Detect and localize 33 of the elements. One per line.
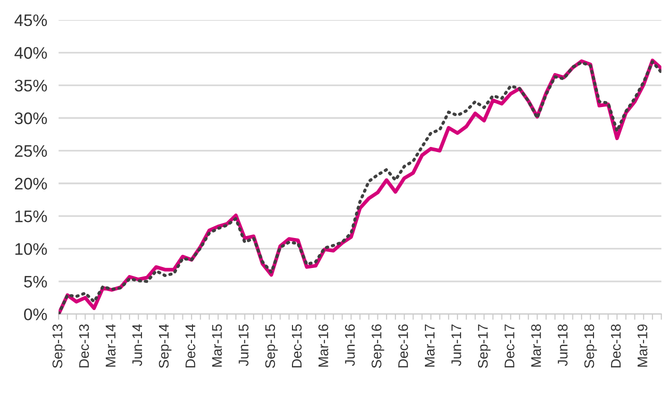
- y-tick-label: 40%: [14, 47, 47, 59]
- y-tick-label: 35%: [14, 80, 47, 92]
- x-tick-label: Sep-14: [158, 324, 172, 368]
- x-tick-label: Dec-18: [610, 324, 621, 368]
- x-tick-label: Jun-17: [452, 324, 462, 366]
- y-tick-label: 25%: [14, 145, 47, 157]
- x-tick-label: Sep-16: [372, 324, 384, 368]
- y-tick-label: 10%: [15, 243, 47, 255]
- y-tick-label: 15%: [15, 210, 47, 222]
- x-tick-label: Mar-18: [531, 324, 541, 367]
- x-tick-label: Jun-18: [558, 324, 568, 366]
- x-tick-label: Dec-17: [504, 324, 514, 368]
- x-tick-label: Sep-15: [265, 324, 278, 368]
- y-tick-label: 30%: [14, 112, 47, 124]
- x-tick-label: Sep-13: [52, 324, 66, 368]
- x-tick-label: Sep-17: [478, 324, 491, 368]
- x-tick-label: Dec-16: [398, 324, 408, 368]
- x-tick-label: Dec-14: [186, 324, 196, 368]
- y-tick-label: 20%: [14, 178, 47, 190]
- x-tick-label: Mar-14: [106, 324, 116, 367]
- x-tick-label: Mar-19: [638, 324, 648, 367]
- x-tick-label: Mar-16: [318, 324, 328, 367]
- x-tick-label: Jun-14: [132, 324, 142, 366]
- x-tick-label: Dec-15: [292, 324, 302, 368]
- y-tick-label: 0%: [24, 308, 47, 320]
- y-tick-label: 5%: [24, 276, 47, 288]
- x-tick-label: Sep-18: [584, 324, 597, 368]
- x-tick-label: Mar-17: [424, 324, 435, 367]
- x-tick-label: Jun-16: [345, 324, 355, 366]
- y-tick-label: 45%: [14, 14, 47, 26]
- x-tick-label: Jun-15: [238, 324, 248, 366]
- x-tick-label: Mar-15: [212, 324, 222, 367]
- x-tick-label: Dec-13: [79, 324, 89, 368]
